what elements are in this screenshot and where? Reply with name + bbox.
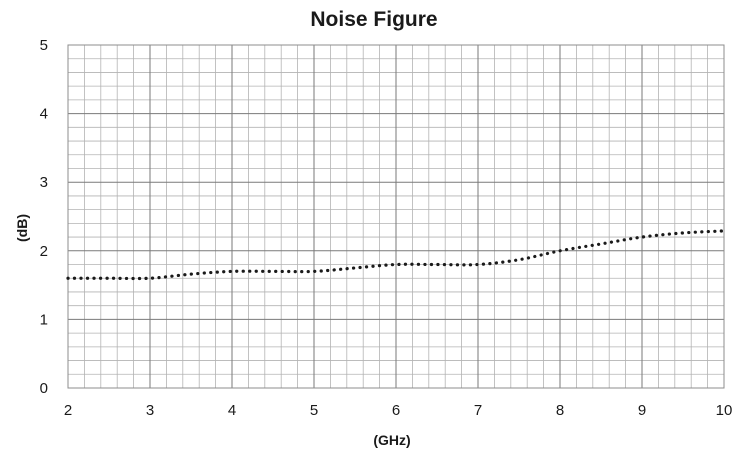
x-tick-label: 3	[146, 402, 154, 419]
x-tick-label: 7	[474, 402, 482, 419]
x-axis-label: (GHz)	[373, 432, 410, 448]
x-tick-label: 9	[638, 402, 646, 419]
x-tick-label: 10	[716, 402, 733, 419]
plot-area-border	[67, 44, 725, 389]
y-tick-label: 4	[40, 106, 48, 123]
y-tick-label: 1	[40, 311, 48, 328]
x-tick-label: 4	[228, 402, 236, 419]
x-tick-label: 2	[64, 402, 72, 419]
tick-labels: 2 3 4 5 6 7 8 9 10 0 1 2 3 4 5	[40, 37, 733, 419]
noise-figure-series-line	[66, 229, 726, 281]
chart-title: Noise Figure	[310, 8, 437, 31]
x-tick-label: 8	[556, 402, 564, 419]
y-tick-label: 5	[40, 37, 48, 54]
x-tick-label: 5	[310, 402, 318, 419]
x-tick-label: 6	[392, 402, 400, 419]
y-tick-label: 3	[40, 174, 48, 191]
grid	[68, 45, 724, 388]
y-tick-label: 0	[40, 380, 48, 397]
series-layer	[66, 229, 726, 281]
y-axis-label: (dB)	[14, 214, 30, 242]
y-tick-label: 2	[40, 243, 48, 260]
